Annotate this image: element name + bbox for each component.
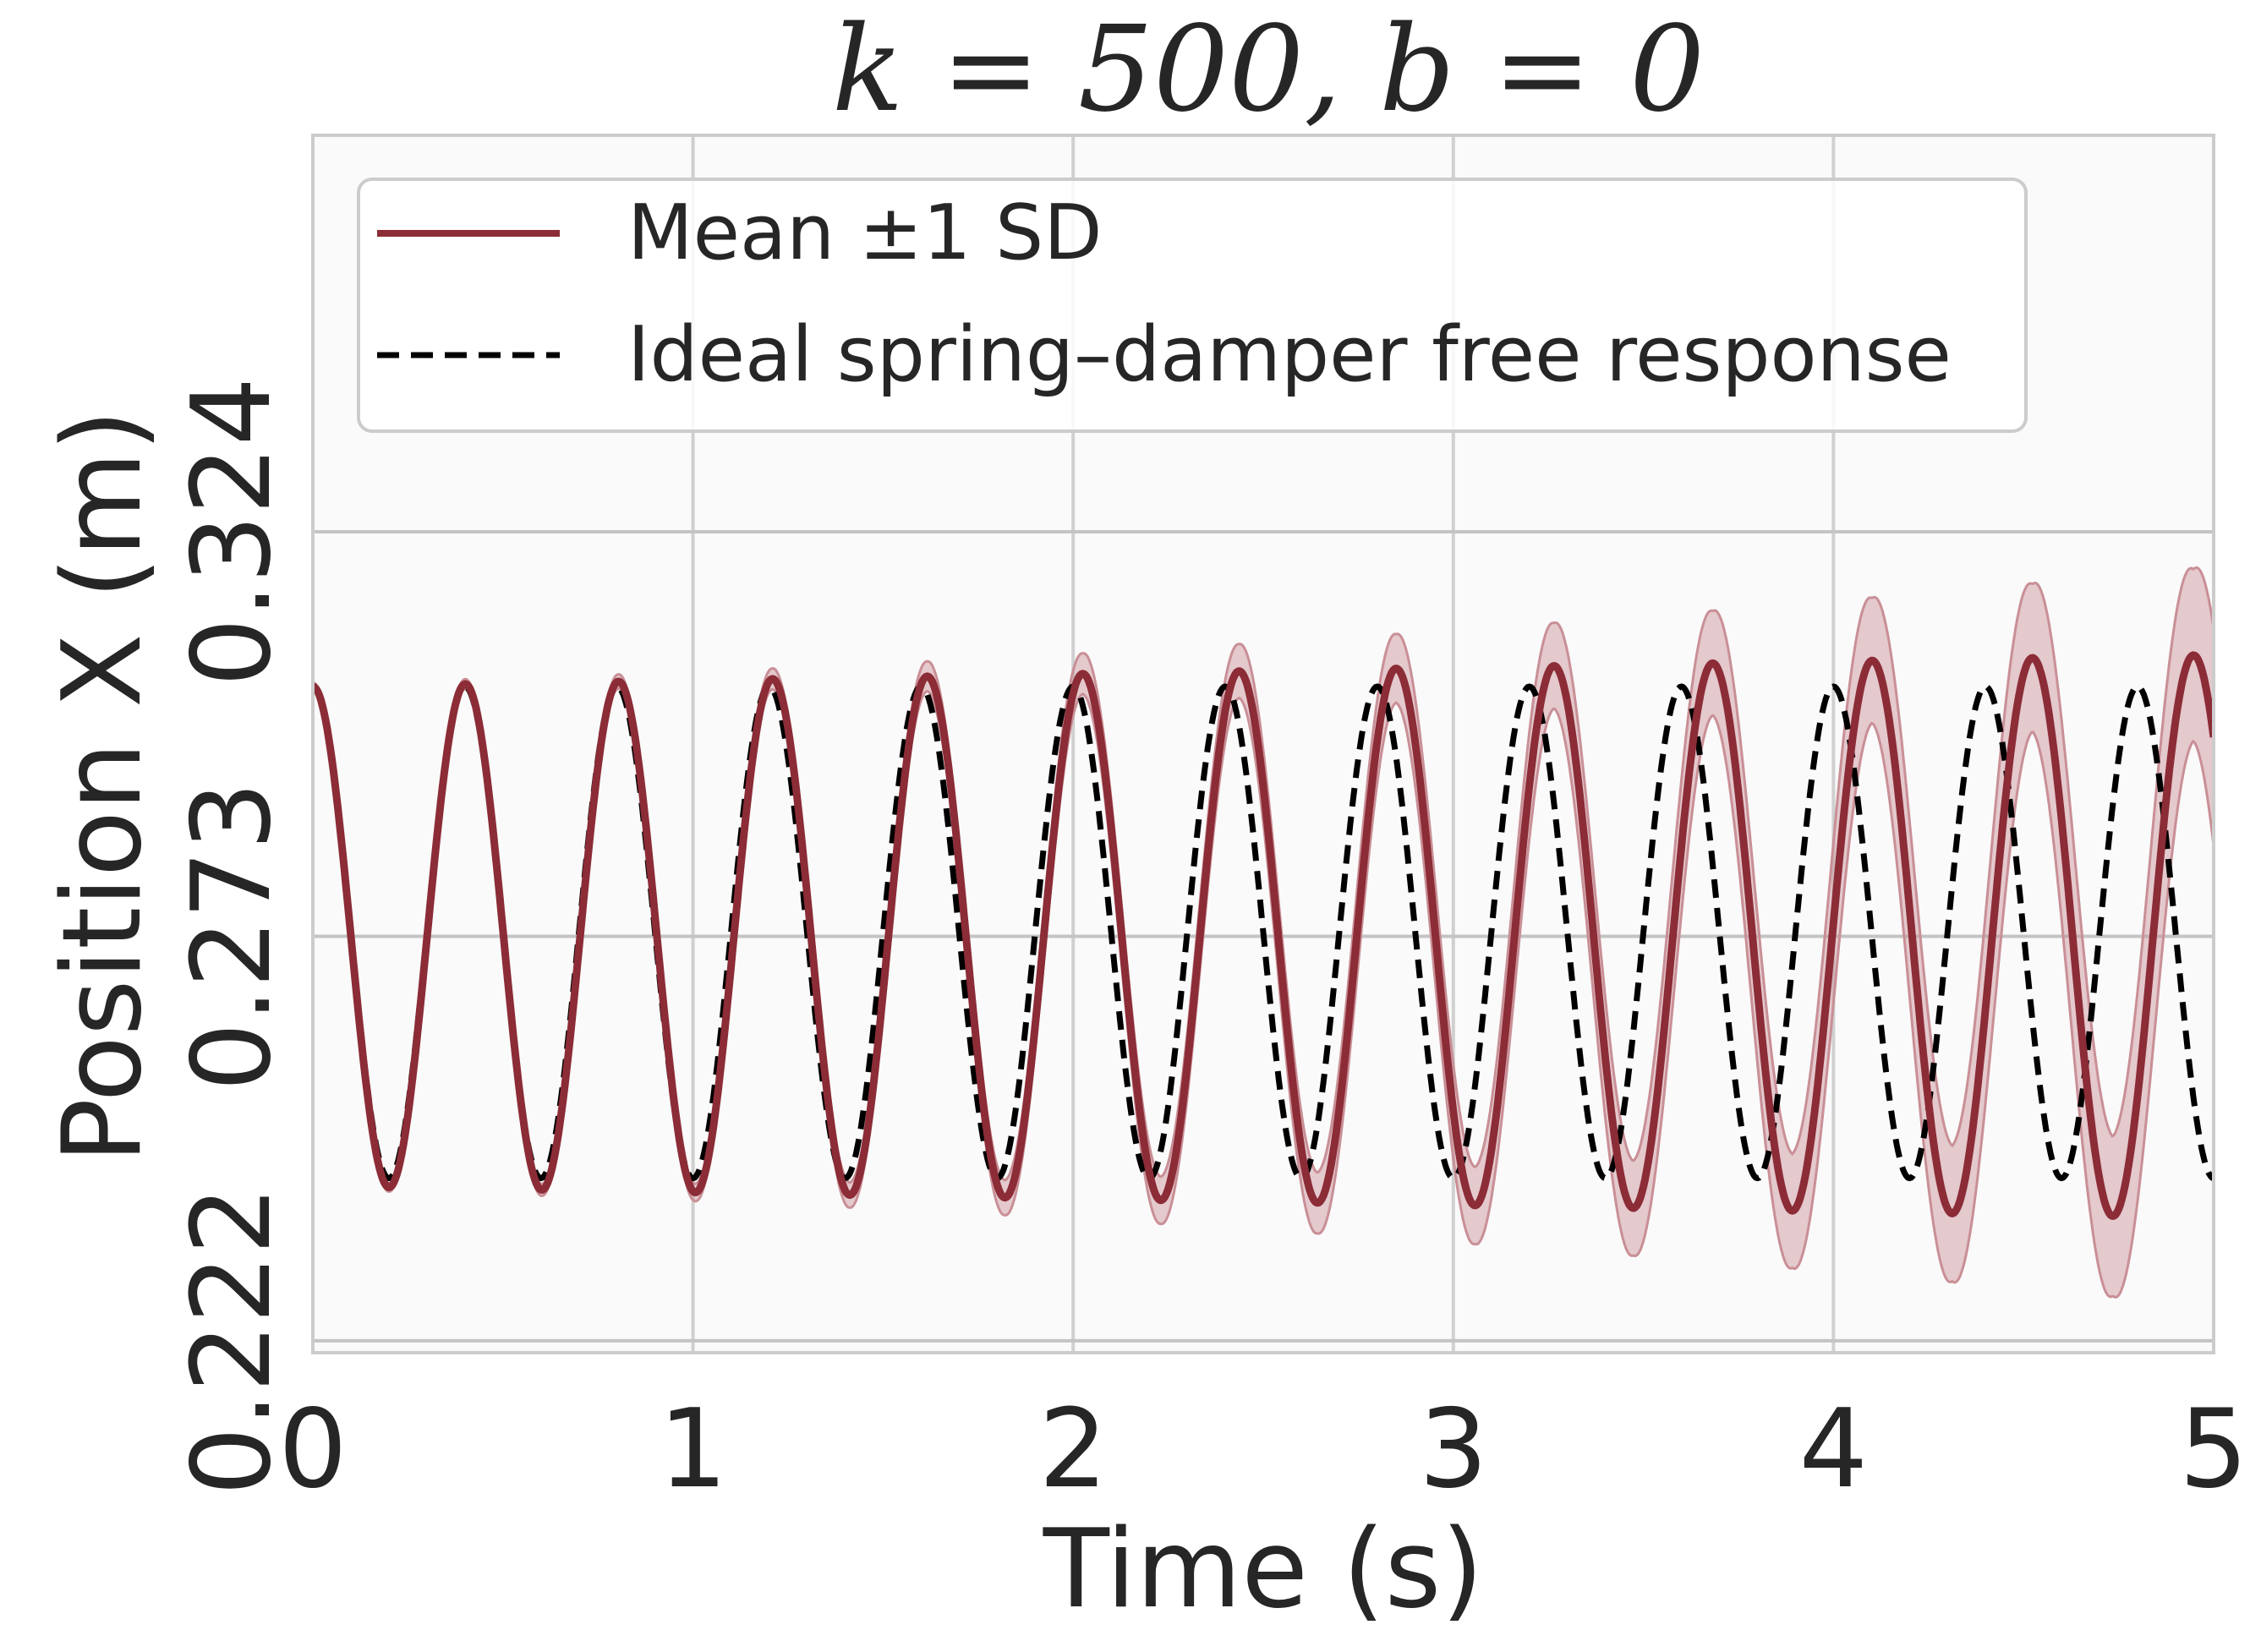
x-tick-label: 2	[1038, 1387, 1107, 1513]
chart-title: k = 500, b = 0	[832, 1, 1705, 139]
mean-line	[313, 651, 2214, 1220]
x-tick-labels: 0 1 2 3 4 5	[278, 1387, 2247, 1513]
legend-box	[357, 178, 2028, 433]
y-tick-label: 0.273	[169, 781, 295, 1091]
x-tick-label: 0	[278, 1387, 347, 1513]
plot-border	[311, 134, 2215, 1354]
legend: Mean ±1 SD Ideal spring–damper free resp…	[357, 178, 2028, 433]
y-tick-label: 0.222	[169, 1186, 295, 1496]
legend-ideal-label: Ideal spring–damper free response	[627, 310, 1952, 399]
x-tick-label: 5	[2179, 1387, 2247, 1513]
x-tick-label: 4	[1799, 1387, 1868, 1513]
legend-mean-label: Mean ±1 SD	[627, 189, 1103, 277]
x-axis-title: Time (s)	[1043, 1507, 1484, 1633]
y-tick-label: 0.324	[169, 377, 295, 687]
series-layer	[313, 566, 2214, 1299]
x-tick-label: 3	[1419, 1387, 1487, 1513]
y-tick-labels: 0.222 0.273 0.324	[169, 377, 295, 1496]
y-axis-title: Position X (m)	[40, 409, 166, 1163]
x-tick-label: 1	[659, 1387, 727, 1513]
